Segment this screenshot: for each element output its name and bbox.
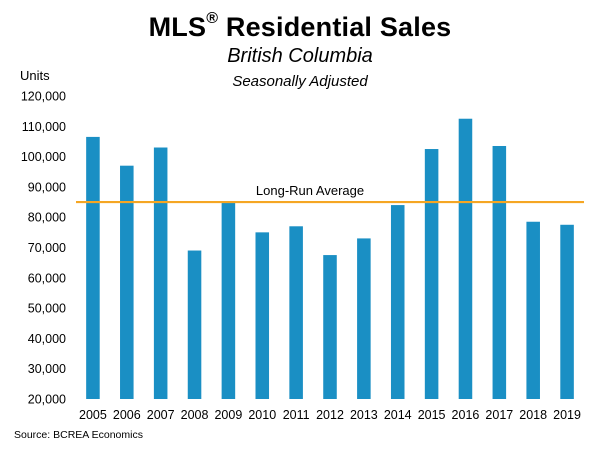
x-tick-label: 2013 <box>350 408 378 422</box>
y-tick-label: 120,000 <box>21 90 66 104</box>
x-tick-label: 2011 <box>283 408 310 422</box>
x-axis-ticks: 2005 2006 2007 2008 2009 2010 2011 2012 2013 2014… <box>79 408 581 422</box>
x-tick-label: 2006 <box>113 408 141 422</box>
x-tick-label: 2019 <box>553 408 581 422</box>
x-tick-label: 2007 <box>147 408 175 422</box>
y-tick-label: 30,000 <box>28 362 66 376</box>
x-tick-label: 2009 <box>214 408 242 422</box>
y-tick-label: 70,000 <box>28 241 66 255</box>
bar-2006 <box>120 165 134 399</box>
bar-2019 <box>560 224 574 399</box>
x-tick-label: 2005 <box>79 408 107 422</box>
source-note: Source: BCREA Economics <box>14 429 143 441</box>
y-tick-label: 60,000 <box>28 271 66 285</box>
chart-title: MLS® Residential Sales <box>148 10 452 42</box>
x-tick-label: 2017 <box>485 408 513 422</box>
y-tick-label: 50,000 <box>28 302 66 316</box>
bar-2014 <box>390 205 405 399</box>
bar-2013 <box>357 238 371 399</box>
y-axis-ticks: 20,000 30,000 40,000 50,000 60,000 70,000 80,0… <box>21 90 66 407</box>
bar-2017 <box>492 145 507 399</box>
y-tick-label: 110,000 <box>22 120 66 134</box>
x-tick-label: 2018 <box>519 408 547 422</box>
y-tick-label: 80,000 <box>28 211 66 225</box>
chart-subtitle-adjustment: Seasonally Adjusted <box>232 73 368 90</box>
y-tick-label: 20,000 <box>28 393 66 407</box>
bar-2010 <box>255 232 270 399</box>
x-tick-label: 2010 <box>248 408 276 422</box>
chart-subtitle: British Columbia <box>227 45 373 67</box>
x-tick-label: 2015 <box>418 408 446 422</box>
x-tick-label: 2008 <box>181 408 209 422</box>
bar-2007 <box>153 147 168 399</box>
bar-2018 <box>526 221 540 399</box>
bar-2015 <box>424 149 439 399</box>
bar-2016 <box>458 118 473 399</box>
bar-2008 <box>187 250 202 399</box>
y-axis-label: Units <box>20 68 50 83</box>
bar-2009 <box>221 202 236 399</box>
bar-2005 <box>86 136 100 399</box>
reference-line: Long-Run Average <box>76 183 584 204</box>
y-tick-label: 40,000 <box>28 332 66 346</box>
bars <box>86 118 574 399</box>
y-tick-label: 100,000 <box>21 150 66 164</box>
bar-2012 <box>323 255 337 399</box>
bar-2011 <box>289 226 303 399</box>
y-tick-label: 90,000 <box>28 180 66 194</box>
x-tick-label: 2012 <box>316 408 344 422</box>
long-run-average-label: Long-Run Average <box>256 183 364 198</box>
x-tick-label: 2014 <box>384 408 412 422</box>
x-tick-label: 2016 <box>452 408 480 422</box>
